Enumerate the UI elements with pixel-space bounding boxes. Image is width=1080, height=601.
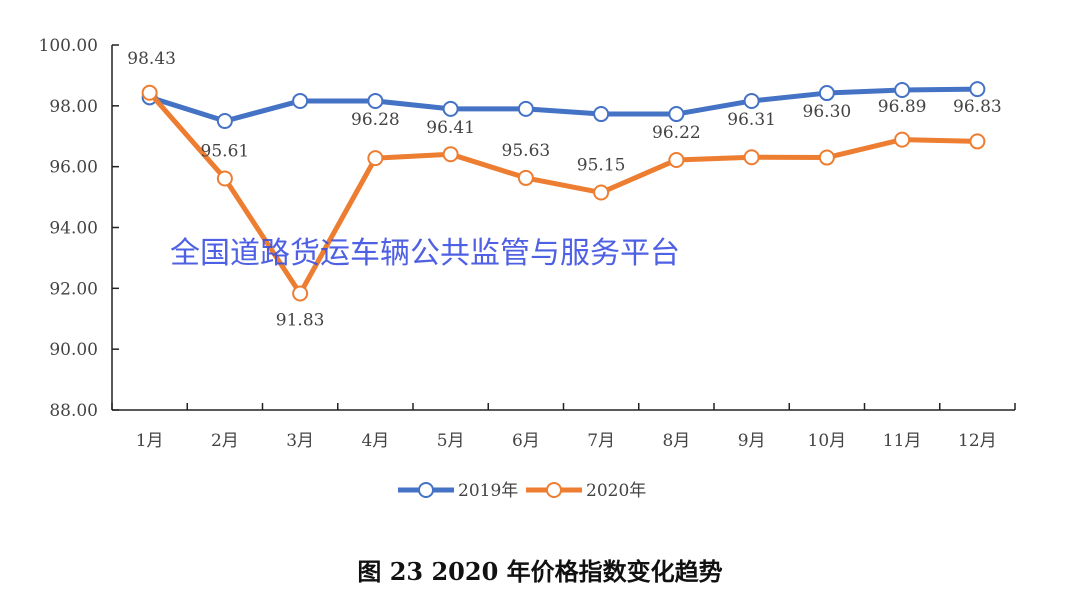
data-point	[818, 149, 835, 166]
x-tick-label: 5月	[437, 431, 465, 451]
data-label: 96.31	[727, 110, 776, 130]
data-point	[818, 85, 835, 102]
data-label: 96.28	[351, 110, 400, 130]
x-tick-label: 6月	[512, 431, 540, 451]
data-point	[442, 146, 459, 163]
data-point	[668, 106, 685, 123]
data-point	[894, 82, 911, 99]
data-point	[743, 92, 760, 109]
data-label: 96.30	[803, 102, 852, 122]
legend-label: 2020年	[586, 481, 646, 501]
data-point	[517, 169, 534, 186]
x-tick-label: 1月	[136, 431, 164, 451]
data-label: 91.83	[276, 311, 325, 331]
line-chart: 88.00 90.00 92.00 94.00 96.00 98.00 100.00 1月 2月…	[39, 36, 1016, 501]
y-tick-label: 94.00	[49, 219, 98, 239]
x-tick-label: 12月	[958, 431, 997, 451]
data-label: 96.22	[652, 123, 701, 143]
x-tick-label: 2月	[211, 431, 239, 451]
data-point	[593, 184, 610, 201]
data-point	[969, 81, 986, 98]
legend-label: 2019年	[458, 481, 518, 501]
data-label: 96.89	[878, 97, 927, 117]
data-label: 95.63	[502, 141, 551, 161]
data-point	[216, 113, 233, 130]
x-tick-label: 8月	[662, 431, 690, 451]
data-point	[292, 92, 309, 109]
y-tick-label: 96.00	[49, 158, 98, 178]
y-tick-label: 98.00	[49, 97, 98, 117]
x-tick-label: 4月	[361, 431, 389, 451]
y-tick-label: 88.00	[49, 401, 98, 421]
legend-marker	[546, 482, 562, 498]
data-point	[292, 285, 309, 302]
data-point	[442, 100, 459, 117]
watermark: 全国道路货运车辆公共监管与服务平台	[170, 236, 680, 271]
data-point	[216, 170, 233, 187]
data-label: 98.43	[127, 49, 176, 69]
figure-caption: 图 23 2020 年价格指数变化趋势	[357, 557, 723, 586]
data-label: 95.15	[577, 156, 626, 176]
data-label: 96.41	[426, 118, 475, 138]
data-point	[668, 151, 685, 168]
x-tick-label: 11月	[883, 431, 922, 451]
x-tick-label: 3月	[286, 431, 314, 451]
series-line-2020年	[147, 91, 978, 297]
legend-marker	[418, 482, 434, 498]
y-tick-label: 100.00	[39, 36, 98, 56]
y-tick-label: 90.00	[49, 340, 98, 360]
series-line-2019年	[148, 86, 978, 124]
y-tick-label: 92.00	[49, 279, 98, 299]
x-tick-label: 7月	[587, 431, 615, 451]
data-point	[517, 100, 534, 117]
data-point	[593, 106, 610, 123]
data-point	[367, 150, 384, 167]
data-label: 96.83	[953, 97, 1002, 117]
x-tick-label: 9月	[738, 431, 766, 451]
x-tick-label: 10月	[808, 431, 847, 451]
data-point	[367, 92, 384, 109]
data-point	[141, 84, 158, 101]
data-label: 95.61	[201, 142, 250, 162]
data-point	[894, 131, 911, 148]
data-point	[969, 133, 986, 150]
data-point	[743, 149, 760, 166]
